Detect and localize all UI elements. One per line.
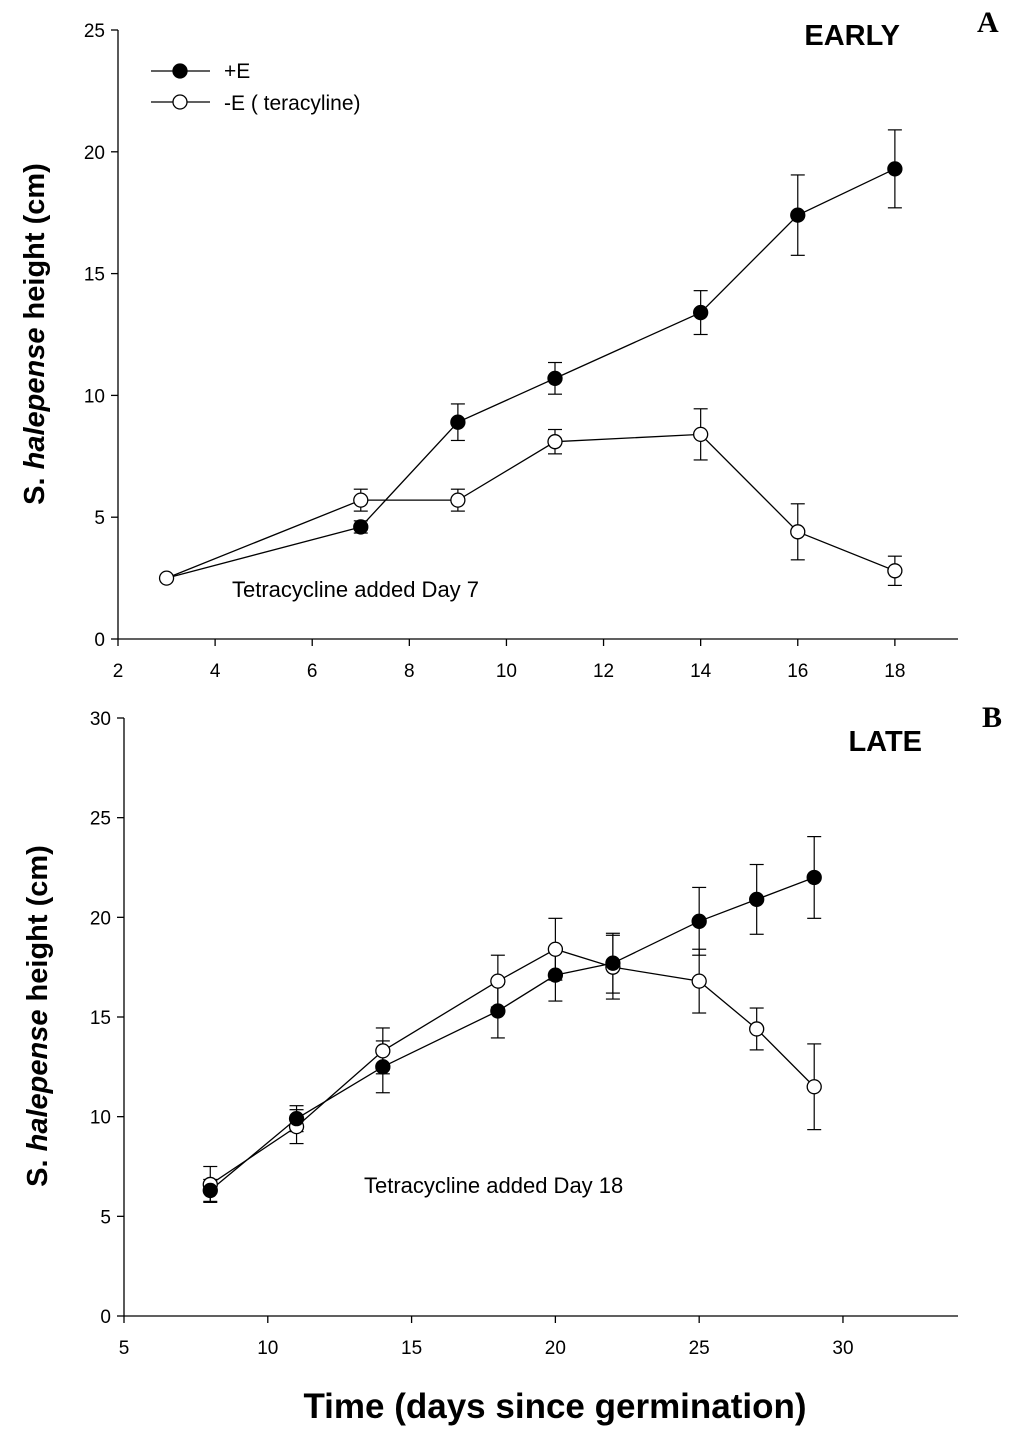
panel-b-y-tick-label: 30 xyxy=(90,709,111,730)
ylabel-b-part-1: S. xyxy=(22,1151,54,1186)
legend-label-plus-e: +E xyxy=(224,60,250,83)
panel-b-x-tick-label: 15 xyxy=(401,1338,422,1359)
panel-b-y-tick-label: 10 xyxy=(90,1108,111,1129)
panel-b-x-tick-label: 25 xyxy=(689,1338,710,1359)
panel-a-y-tick-label: 25 xyxy=(84,21,105,42)
panel-b-x-tick-label: 30 xyxy=(832,1338,853,1359)
panel-a-y-tick-label: 20 xyxy=(84,143,105,164)
panel-a-x-tick-label: 12 xyxy=(593,661,614,682)
panel-b-x-tick-label: 10 xyxy=(257,1338,278,1359)
panel-b-point-plus-e xyxy=(691,913,707,929)
panel-a-point-minus-e xyxy=(547,434,563,450)
panel-b-series-line-minus-e xyxy=(209,948,815,1185)
panel-a-point-plus-e xyxy=(887,161,903,177)
panel-b-letter: B xyxy=(982,701,1002,734)
panel-a-y-tick-label: 15 xyxy=(84,265,105,286)
panel-b-point-plus-e xyxy=(749,891,765,908)
panel-a-point-plus-e xyxy=(353,519,369,535)
legend-marker-filled xyxy=(172,63,188,79)
panel-a-x-tick-label: 4 xyxy=(210,661,221,682)
panel-b-point-plus-e xyxy=(806,869,822,886)
panel-a-x-tick-label: 14 xyxy=(690,661,712,682)
panel-b-x-tick-label: 5 xyxy=(119,1338,130,1359)
panel-b-point-minus-e xyxy=(490,973,506,989)
panel-a-y-tick-label: 0 xyxy=(94,630,105,651)
ylabel-a-part-3: height (cm) xyxy=(19,163,51,327)
panel-a-point-plus-e xyxy=(450,414,466,430)
panel-b-point-plus-e xyxy=(490,1003,506,1019)
panel-b-point-minus-e xyxy=(806,1079,822,1095)
panel-a-point-plus-e xyxy=(693,304,709,321)
panel-b-y-tick-label: 25 xyxy=(90,809,111,830)
panel-a-series-line-plus-e xyxy=(360,168,896,528)
panel-a-plot-area: 0 5 10 15 20 25 2 4 6 8 10 12 14 16 18 xyxy=(84,21,958,682)
panel-b-title: LATE xyxy=(848,726,922,758)
legend-label-minus-e: -E ( teracyline) xyxy=(224,92,361,115)
panel-a-point-minus-e xyxy=(887,563,903,579)
panel-b-point-plus-e xyxy=(547,967,564,983)
panel-a-early: 0 5 10 15 20 25 2 4 6 8 10 12 14 16 18 A EARLY Tetracy… xyxy=(19,6,999,682)
ylabel-b-part-2: halepense xyxy=(22,1010,54,1152)
panel-a-series-line-minus-e xyxy=(166,433,896,579)
panel-a-x-tick-label: 8 xyxy=(404,661,415,682)
panel-a-connector-line xyxy=(166,526,361,579)
panel-b-point-plus-e xyxy=(288,1111,305,1127)
panel-b-point-plus-e xyxy=(605,955,621,971)
panel-a-point-minus-e xyxy=(353,492,369,508)
panel-b-y-axis-label: S. halepense height (cm) xyxy=(22,845,54,1187)
panel-a-title: EARLY xyxy=(804,20,900,52)
panel-a-x-tick-label: 10 xyxy=(496,661,517,682)
panel-a-point-minus-e xyxy=(790,524,806,540)
panel-a-letter: A xyxy=(977,6,999,39)
panel-a-annotation: Tetracycline added Day 7 xyxy=(232,577,479,602)
panel-b-y-tick-label: 0 xyxy=(100,1307,111,1328)
panel-b-x-tick-label: 20 xyxy=(545,1338,566,1359)
panel-b-point-minus-e xyxy=(547,941,564,957)
panel-a-x-tick-label: 16 xyxy=(787,661,808,682)
panel-b-y-tick-label: 15 xyxy=(90,1008,111,1029)
panel-a-point-minus-e xyxy=(693,426,709,443)
ylabel-b-part-3: height (cm) xyxy=(22,845,54,1009)
ylabel-a-part-2: halepense xyxy=(19,328,51,470)
panel-a-x-tick-label: 6 xyxy=(307,661,318,682)
panel-a-point-plus-e xyxy=(547,370,563,386)
legend-marker-open xyxy=(172,94,188,110)
ylabel-a-part-1: S. xyxy=(19,469,51,504)
panel-a-y-axis-label: S. halepense height (cm) xyxy=(19,163,51,505)
panel-a-point-minus-e xyxy=(450,492,466,508)
panel-b-point-minus-e xyxy=(375,1043,391,1059)
panel-a-x-tick-label: 18 xyxy=(884,661,905,682)
panel-a-point-plus-e xyxy=(790,207,806,223)
panel-b-x-axis-label: Time (days since germination) xyxy=(303,1387,806,1426)
panel-b-y-tick-label: 5 xyxy=(100,1207,111,1228)
panel-a-y-tick-label: 5 xyxy=(94,508,105,529)
panel-a-y-tick-label: 10 xyxy=(84,386,105,407)
panel-b-y-tick-label: 20 xyxy=(90,908,111,929)
panel-b-point-plus-e xyxy=(202,1182,218,1199)
panel-b-point-plus-e xyxy=(375,1059,391,1075)
panel-b-annotation: Tetracycline added Day 18 xyxy=(364,1173,623,1198)
panel-a-point-minus-e xyxy=(158,570,175,586)
panel-a-legend: +E -E ( teracyline) xyxy=(151,60,361,115)
panel-a-x-tick-label: 2 xyxy=(113,661,124,682)
panel-b-point-minus-e xyxy=(749,1021,765,1037)
panel-b-point-minus-e xyxy=(691,973,707,989)
